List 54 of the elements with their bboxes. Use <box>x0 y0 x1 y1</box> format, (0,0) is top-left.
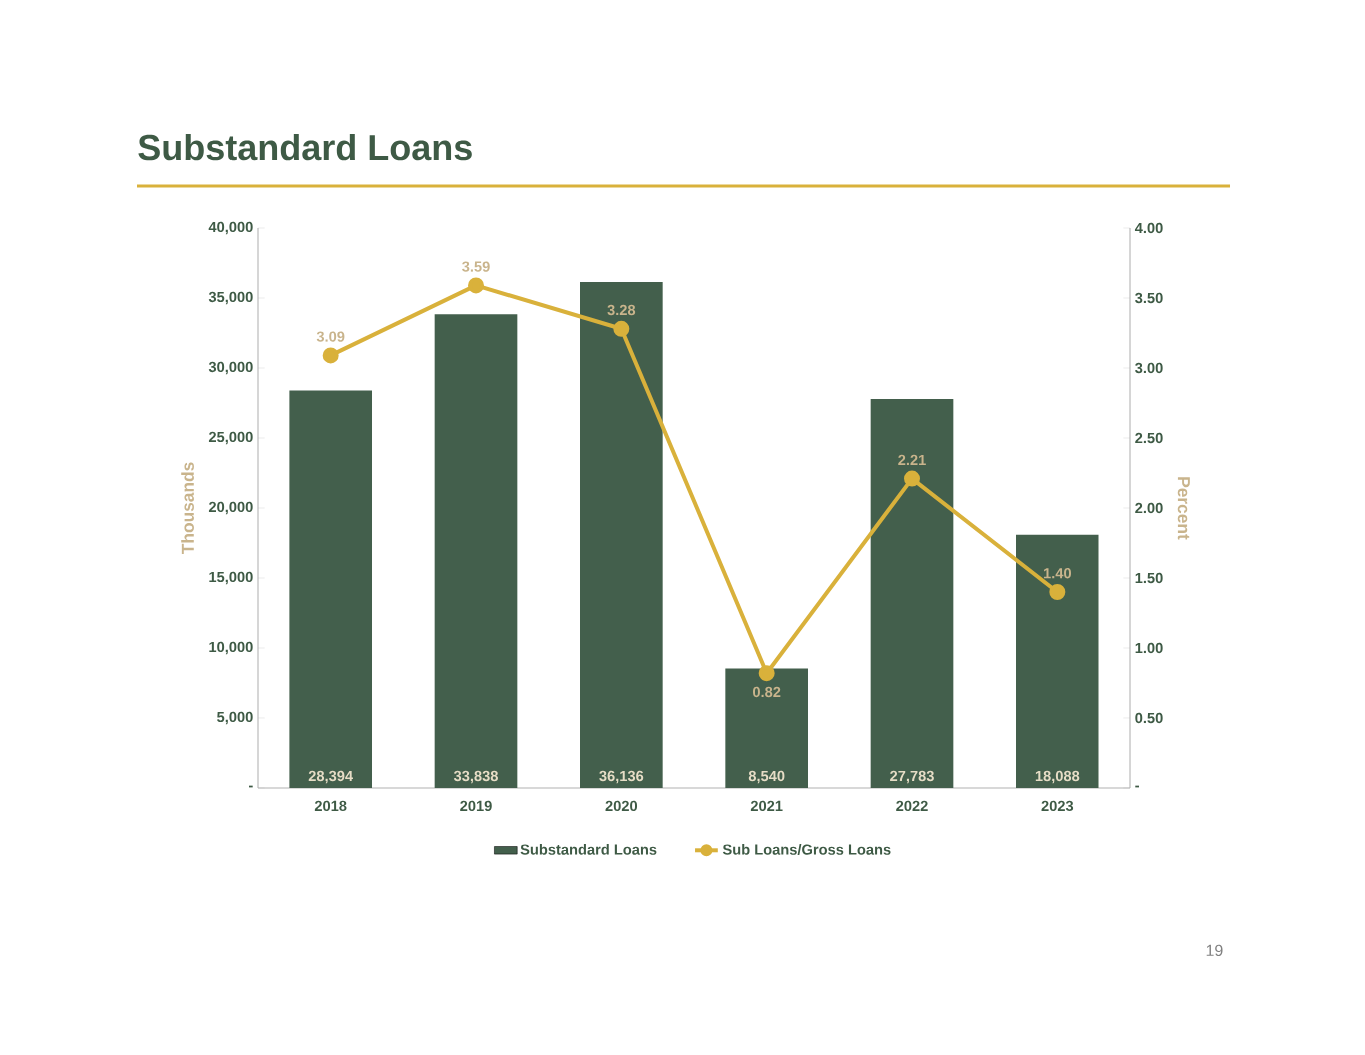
y2-tick-label: 2.50 <box>1135 432 1163 444</box>
y-tick-label: 40,000 <box>208 221 253 235</box>
point <box>322 347 339 364</box>
x-tick-label: 2021 <box>750 800 783 812</box>
data-label: 36,136 <box>599 770 644 784</box>
y2-tick-label: 1.00 <box>1135 642 1163 654</box>
y-tick-label: 35,000 <box>208 291 253 305</box>
legend-label: Sub Loans/Gross Loans <box>722 843 891 855</box>
y2-tick-label: 4.00 <box>1134 222 1163 234</box>
y-tick-label: 15,000 <box>209 571 253 585</box>
data-label: 0.82 <box>752 686 781 698</box>
text: 19 <box>1206 944 1223 957</box>
data-label: 3.28 <box>607 304 636 316</box>
x-tick-label: 2023 <box>1041 800 1074 812</box>
chart-title: Substandard Loans <box>138 133 472 161</box>
y-tick-label: 25,000 <box>208 431 253 445</box>
bar <box>1016 534 1099 788</box>
y-tick-label: - <box>248 785 253 788</box>
data-label: 8,540 <box>748 770 785 784</box>
y-tick-label: 10,000 <box>209 641 253 655</box>
bar <box>870 399 954 788</box>
y-axis-title: Thousands <box>181 462 194 555</box>
y2-tick-label: 2.00 <box>1135 502 1163 514</box>
legend-label: Substandard Loans <box>520 843 657 855</box>
bar <box>289 390 372 788</box>
y2-axis-title: Percent <box>1177 477 1190 540</box>
bar <box>580 282 663 788</box>
y-tick-label: 20,000 <box>208 501 253 515</box>
data-label: 28,394 <box>308 770 354 784</box>
bar <box>434 314 518 788</box>
x-tick-label: 2018 <box>314 800 347 812</box>
point <box>468 277 484 294</box>
point <box>1049 583 1066 600</box>
y2-tick-label: 0.50 <box>1135 712 1163 724</box>
y-tick-label: 5,000 <box>217 711 253 725</box>
data-label: 2.21 <box>898 454 926 465</box>
data-label: 33,838 <box>453 770 498 784</box>
data-label: 3.59 <box>462 261 490 272</box>
data-label: 3.09 <box>316 331 345 342</box>
y2-tick-label: 3.50 <box>1135 292 1163 304</box>
y-tick-label: 30,000 <box>208 361 253 375</box>
y2-tick-label: 3.00 <box>1135 362 1163 374</box>
x-tick-label: 2020 <box>605 800 638 812</box>
y2-tick-label: 1.50 <box>1135 572 1163 584</box>
bar <box>725 668 808 788</box>
data-label: 1.40 <box>1043 568 1071 579</box>
point <box>613 320 630 337</box>
x-tick-label: 2019 <box>460 800 492 812</box>
x-tick-label: 2022 <box>896 800 928 812</box>
y2-tick-label: - <box>1135 785 1139 788</box>
point <box>758 665 775 682</box>
data-label: 27,783 <box>890 770 934 784</box>
point <box>904 470 920 487</box>
data-label: 18,088 <box>1035 770 1080 784</box>
